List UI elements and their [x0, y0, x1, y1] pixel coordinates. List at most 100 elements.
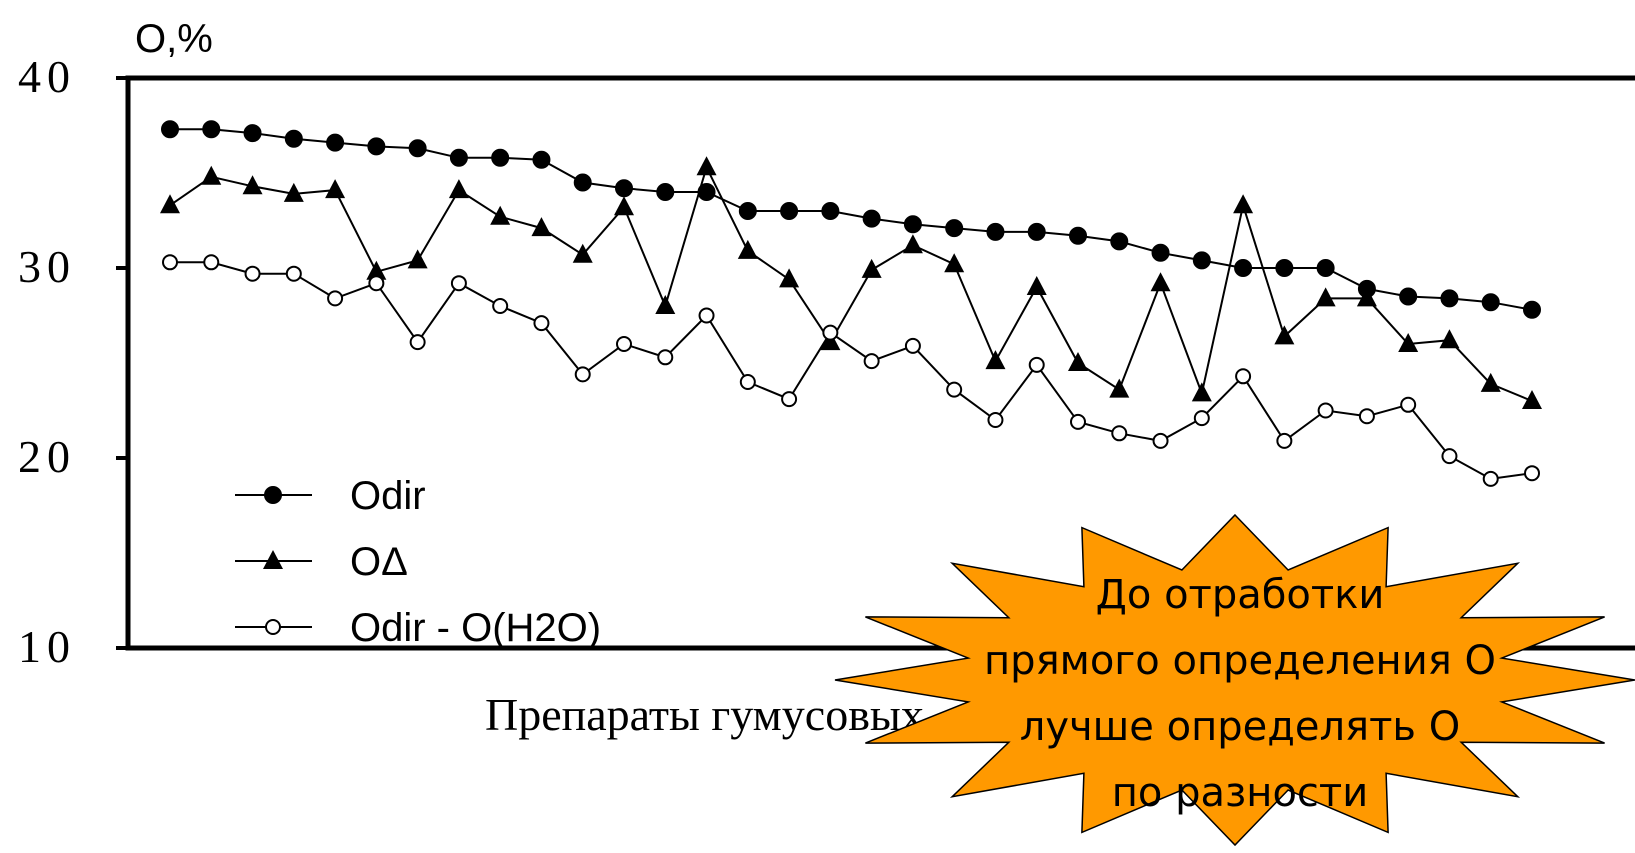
legend-label: Odir - O(H2O) [350, 606, 601, 650]
data-point [1150, 272, 1171, 292]
data-point [945, 219, 964, 238]
y-axis-label: O,% [135, 17, 213, 61]
y-tick-label: 10 [18, 621, 76, 672]
legend-label: OΔ [350, 540, 408, 584]
data-point [698, 307, 715, 324]
data-point [1275, 259, 1294, 277]
data-point [1235, 368, 1252, 385]
data-point [986, 222, 1005, 241]
data-point [572, 243, 593, 263]
data-point [903, 215, 922, 234]
data-point [1522, 390, 1542, 409]
data-point [862, 209, 881, 228]
data-point [491, 148, 510, 167]
data-point [1234, 259, 1253, 277]
data-point [407, 249, 428, 269]
data-point [1070, 413, 1086, 430]
legend-label: Odir [350, 474, 426, 518]
y-tick-label: 20 [18, 431, 76, 482]
data-point [1192, 251, 1211, 270]
y-tick-label: 40 [18, 51, 76, 102]
data-point [1152, 432, 1169, 449]
data-point [1356, 287, 1377, 307]
annotation-line: по разности [1112, 770, 1368, 816]
data-point [490, 205, 511, 225]
data-point [904, 337, 921, 354]
data-point [656, 183, 675, 201]
data-point [408, 139, 427, 158]
data-point [1439, 329, 1460, 349]
data-point [1523, 300, 1541, 319]
data-point [1440, 289, 1459, 308]
starburst [834, 513, 1635, 847]
y-tick-label: 30 [18, 241, 76, 292]
data-point [781, 391, 798, 408]
data-point [532, 150, 551, 169]
data-point [1317, 402, 1334, 419]
data-point [821, 202, 840, 220]
data-point [696, 156, 717, 176]
data-point [160, 194, 180, 214]
series-line [170, 261, 1533, 480]
data-point [1111, 425, 1128, 442]
data-point [1069, 226, 1087, 245]
data-point [202, 120, 221, 139]
data-point [655, 295, 676, 314]
plot-area: 10 20 30 40 Odir OΔ Odir - O(H2O) [18, 51, 1635, 672]
data-point [285, 265, 302, 282]
data-point [1482, 470, 1499, 487]
data-point [449, 148, 468, 167]
data-point [1524, 465, 1540, 482]
data-point [1400, 396, 1417, 413]
data-point [1026, 276, 1047, 295]
data-point [780, 202, 799, 220]
legend-marker [264, 486, 282, 504]
data-point [863, 353, 880, 370]
x-axis-label: Препараты гумусовых [485, 689, 924, 740]
data-point [657, 349, 674, 366]
data-point [367, 137, 386, 156]
legend-marker [263, 550, 283, 569]
data-point [615, 179, 633, 198]
data-point [325, 179, 346, 199]
data-point [737, 239, 758, 259]
data-point [366, 260, 387, 280]
plot-frame [125, 75, 1635, 651]
data-point [985, 350, 1006, 370]
data-point [162, 254, 178, 271]
data-point [822, 324, 839, 341]
data-point [533, 315, 550, 332]
data-point [1191, 382, 1212, 402]
data-point [201, 165, 222, 185]
data-point [902, 234, 923, 254]
data-point [987, 412, 1004, 428]
series-line [170, 128, 1533, 311]
data-point [284, 129, 303, 148]
annotation-line: До отработки [1096, 572, 1385, 618]
data-point [1274, 325, 1295, 345]
data-point [448, 179, 469, 199]
data-point [1441, 448, 1458, 465]
data-point [1109, 378, 1130, 398]
data-point [1399, 287, 1418, 306]
data-point [1358, 408, 1375, 425]
data-point [1151, 243, 1170, 262]
data-point [738, 202, 757, 220]
data-point [944, 253, 965, 273]
annotation-line: лучше определять О [1020, 704, 1460, 750]
data-point [1276, 432, 1293, 449]
data-point [368, 275, 385, 292]
data-point [1315, 287, 1336, 307]
annotation: До отработки прямого определения О лучше о… [984, 572, 1496, 816]
data-point [616, 336, 632, 352]
data-point [861, 258, 882, 278]
data-point [409, 334, 426, 351]
data-point [326, 133, 345, 152]
data-point [1110, 232, 1129, 251]
data-point [1480, 372, 1501, 392]
data-point [739, 374, 756, 390]
data-point [161, 120, 179, 139]
legend-marker [265, 619, 281, 635]
data-point [1027, 222, 1046, 241]
annotation-line: прямого определения О [984, 638, 1496, 684]
